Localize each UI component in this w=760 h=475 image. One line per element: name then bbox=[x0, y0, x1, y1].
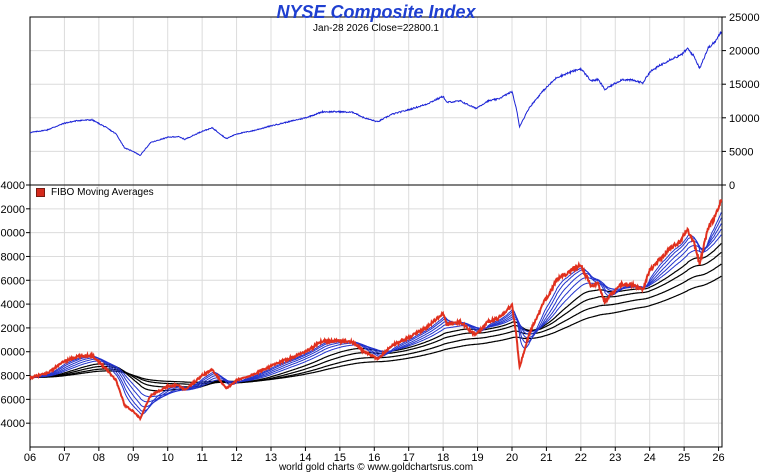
bottom-y-tick-label: 24000 bbox=[0, 180, 25, 192]
x-tick-label: 22 bbox=[575, 452, 587, 464]
top-y-tick-label: 5000 bbox=[729, 146, 753, 158]
x-tick-label: 13 bbox=[265, 452, 277, 464]
ma-line-black bbox=[30, 275, 722, 383]
top-y-tick-label: 20000 bbox=[729, 46, 760, 58]
top-price-line bbox=[30, 30, 722, 157]
legend-swatch bbox=[36, 188, 45, 197]
top-y-tick-label: 0 bbox=[729, 180, 735, 192]
x-tick-label: 24 bbox=[644, 452, 656, 464]
x-tick-label: 06 bbox=[24, 452, 36, 464]
x-tick-label: 08 bbox=[93, 452, 105, 464]
bottom-y-tick-label: 8000 bbox=[1, 371, 25, 383]
x-tick-label: 14 bbox=[299, 452, 311, 464]
x-tick-label: 18 bbox=[437, 452, 449, 464]
bottom-y-tick-label: 22000 bbox=[0, 204, 25, 216]
bottom-price-line bbox=[29, 199, 723, 422]
x-tick-label: 15 bbox=[334, 452, 346, 464]
bottom-y-tick-label: 16000 bbox=[0, 275, 25, 287]
x-tick-label: 23 bbox=[609, 452, 621, 464]
x-tick-label: 16 bbox=[368, 452, 380, 464]
top-plot-frame bbox=[29, 16, 723, 186]
chart-credit: world gold charts © www.goldchartsrus.co… bbox=[278, 462, 474, 473]
x-tick-label: 26 bbox=[712, 452, 724, 464]
x-tick-label: 25 bbox=[678, 452, 690, 464]
x-tick-label: 12 bbox=[230, 452, 242, 464]
legend-label: FIBO Moving Averages bbox=[51, 187, 154, 198]
chart-subtitle: Jan-28 2026 Close=22800.1 bbox=[313, 23, 439, 34]
bottom-y-tick-label: 18000 bbox=[0, 251, 25, 263]
chart-title: NYSE Composite Index bbox=[276, 2, 476, 22]
bottom-plot-frame bbox=[29, 184, 723, 448]
x-tick-label: 17 bbox=[403, 452, 415, 464]
bottom-y-tick-label: 20000 bbox=[0, 228, 25, 240]
bottom-y-tick-label: 12000 bbox=[0, 323, 25, 335]
x-tick-label: 09 bbox=[127, 452, 139, 464]
x-tick-label: 20 bbox=[506, 452, 518, 464]
x-tick-label: 10 bbox=[162, 452, 174, 464]
ma-line-blue bbox=[30, 217, 722, 412]
bottom-y-tick-label: 10000 bbox=[0, 347, 25, 359]
top-y-tick-label: 25000 bbox=[729, 12, 760, 24]
ma-line-blue bbox=[30, 228, 722, 403]
bottom-y-tick-label: 14000 bbox=[0, 299, 25, 311]
top-y-tick-label: 15000 bbox=[729, 79, 760, 91]
legend: FIBO Moving Averages bbox=[36, 187, 154, 198]
x-tick-label: 21 bbox=[540, 452, 552, 464]
bottom-y-tick-label: 6000 bbox=[1, 394, 25, 406]
top-y-tick-label: 10000 bbox=[729, 113, 760, 125]
bottom-y-tick-label: 4000 bbox=[1, 418, 25, 430]
ma-line-blue bbox=[30, 212, 722, 415]
ma-line-blue bbox=[30, 234, 722, 398]
x-tick-label: 11 bbox=[196, 452, 207, 464]
x-tick-label: 19 bbox=[471, 452, 483, 464]
x-tick-label: 07 bbox=[58, 452, 70, 464]
